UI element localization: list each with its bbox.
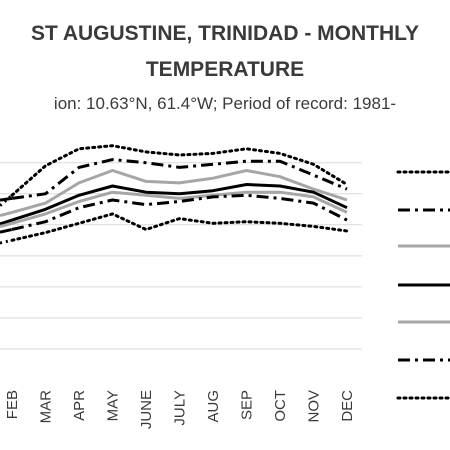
series-line-7-lead [0,238,13,245]
chart-subtitle: ion: 10.63°N, 61.4°W; Period of record: … [53,94,397,113]
series-line-4 [11,183,348,222]
series-group [0,144,349,245]
series-line-5 [11,190,348,225]
x-tick-label: JUNE [138,390,155,429]
x-tick-label: APR [71,390,88,421]
series-line-1 [10,144,349,197]
series-line-7 [10,212,349,242]
series-line-6 [11,193,348,231]
chart-title-line-1: ST AUGUSTINE, TRINIDAD - MONTHLY [30,22,420,45]
series-line-3 [11,169,348,214]
x-tick-label: AUG [205,390,222,423]
series-line-2 [11,158,348,200]
x-tick-label: SEP [239,390,256,420]
x-tick-label: NOV [306,390,323,423]
x-tick-label: JULY [172,390,189,426]
x-tick-label: DEC [339,390,356,422]
series-line-3-lead [0,210,13,218]
series-line-6-lead [0,228,13,234]
x-tick-label: OCT [272,390,289,422]
x-tick-label: MAY [105,390,122,421]
series-line-2-lead [0,196,13,202]
chart-title-line-2: TEMPERATURE [145,58,305,81]
x-tick-label: MAR [38,390,55,424]
series-line-5-lead [0,221,13,228]
legend [396,170,450,400]
x-axis-tick-labels: FEB MAR APR MAY JUNE JULY AUG SEP OCT NOV DEC [4,390,356,429]
x-tick-label: FEB [4,390,21,419]
series-line-4-lead [0,218,13,226]
